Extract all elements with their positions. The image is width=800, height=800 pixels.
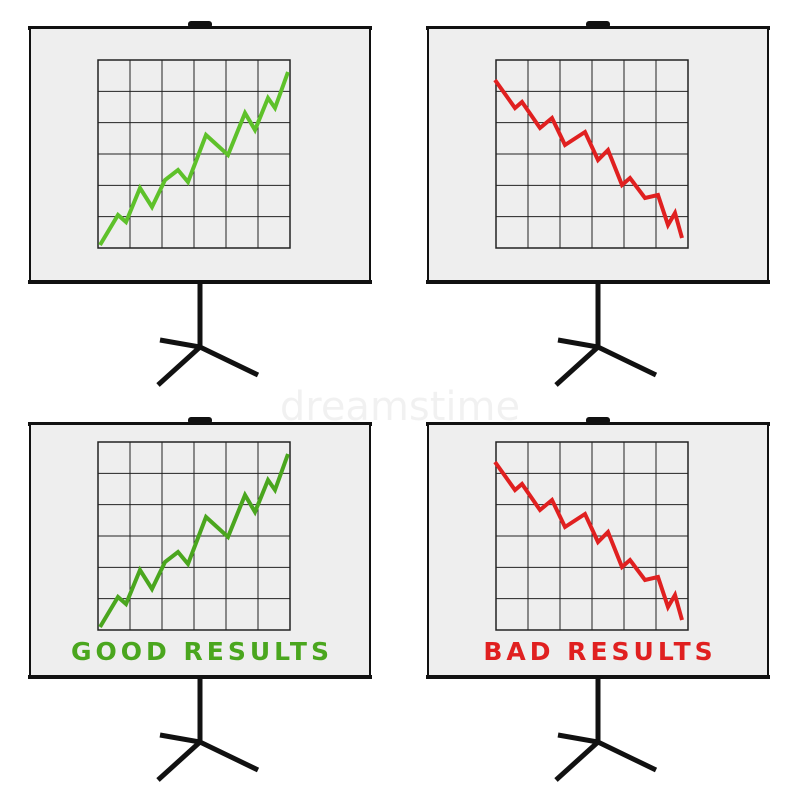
trend-line	[493, 460, 684, 621]
stand-leg	[156, 345, 202, 387]
stand-leg	[554, 345, 600, 387]
trend-line	[98, 453, 290, 629]
caption: BAD RESULTS	[483, 637, 716, 666]
trend-line	[98, 71, 290, 247]
trend-line	[493, 78, 684, 239]
caption: GOOD RESULTS	[71, 637, 333, 666]
stand-leg	[554, 740, 600, 782]
stand-leg	[156, 740, 202, 782]
